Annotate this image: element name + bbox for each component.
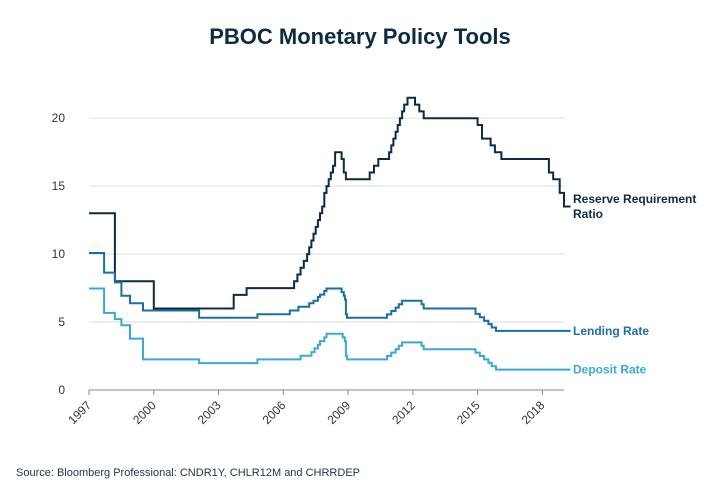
series-line-deposit-rate — [89, 287, 571, 371]
x-tick-label: 2006 — [260, 398, 289, 427]
y-tick-label: 15 — [52, 179, 66, 193]
x-tick-label: 1997 — [65, 398, 94, 427]
x-tick-label: 2003 — [195, 398, 224, 427]
x-tick-label: 2009 — [324, 398, 353, 427]
x-tick-label: 2015 — [454, 398, 483, 427]
chart-title: PBOC Monetary Policy Tools — [209, 24, 511, 49]
series-label: Lending Rate — [573, 324, 649, 338]
series-label: Reserve Requirement — [573, 192, 696, 206]
x-tick-label: 2018 — [519, 398, 548, 427]
gridlines — [89, 117, 564, 391]
line-chart: 0 5 10 15 20 1997 2000 2003 2006 2009 2012 2015 2018… — [52, 96, 696, 427]
y-tick-label: 5 — [58, 315, 65, 329]
y-tick-label: 20 — [52, 111, 66, 125]
series-line-lending-rate — [89, 252, 571, 332]
series-lines — [89, 96, 571, 371]
y-tick-label: 10 — [52, 247, 66, 261]
y-tick-label: 0 — [58, 383, 65, 397]
series-label: Deposit Rate — [573, 363, 647, 377]
series-line-reserve-requirement-ratio — [89, 96, 571, 310]
x-tick-label: 2012 — [389, 398, 418, 427]
source-note: Source: Bloomberg Professional: CNDR1Y, … — [16, 467, 360, 479]
series-label: Ratio — [573, 207, 603, 221]
x-tick-label: 2000 — [130, 398, 159, 427]
